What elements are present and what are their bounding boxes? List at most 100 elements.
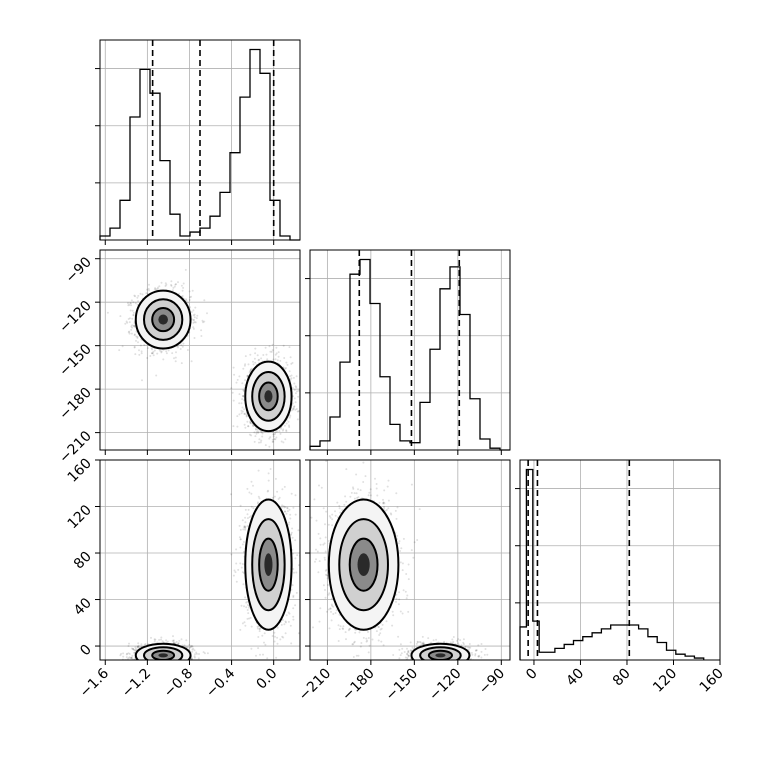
sample-point [131, 326, 134, 329]
sample-point [172, 669, 174, 671]
sample-point [137, 341, 139, 344]
panel-frame [99, 249, 301, 451]
sample-point [154, 287, 157, 290]
sample-point [172, 664, 174, 666]
sample-point [161, 660, 163, 662]
sample-point [258, 627, 261, 630]
sample-point [239, 628, 242, 631]
sample-point [188, 290, 191, 293]
sample-point [161, 664, 163, 666]
sample-point [106, 311, 109, 314]
sample-point [172, 639, 175, 642]
sample-point [232, 399, 235, 402]
sample-point [145, 661, 147, 663]
sample-point [163, 668, 165, 670]
sample-point [135, 335, 138, 338]
sample-point [164, 664, 166, 666]
sample-point [150, 671, 152, 673]
sample-point [171, 663, 173, 665]
density-level [264, 390, 273, 403]
sample-point [292, 408, 294, 411]
sample-point [161, 664, 163, 666]
sample-point [249, 421, 252, 424]
sample-point [166, 666, 168, 668]
sample-point [177, 346, 179, 349]
sample-point [170, 284, 173, 287]
sample-point [122, 652, 125, 655]
sample-point [257, 431, 260, 434]
panel-frame [309, 249, 511, 451]
sample-point [166, 640, 169, 643]
sample-point [294, 408, 297, 411]
sample-point [156, 662, 158, 664]
sample-point [159, 670, 161, 672]
sample-point [128, 656, 131, 659]
sample-point [180, 284, 183, 287]
sample-point [133, 651, 136, 654]
sample-point [277, 351, 280, 354]
sample-point [167, 663, 169, 665]
sample-point [150, 663, 152, 665]
x-tick-label: 0.0 [253, 666, 280, 693]
sample-point [266, 358, 269, 361]
sample-point [190, 661, 192, 663]
y-tick-label: −90 [63, 254, 95, 286]
sample-point [186, 663, 188, 665]
sample-point [174, 663, 176, 665]
sample-point [165, 283, 168, 286]
sample-point [164, 666, 166, 668]
sample-point [163, 662, 165, 664]
sample-point [185, 298, 187, 301]
sample-point [177, 642, 180, 645]
sample-point [131, 654, 134, 657]
sample-point [152, 661, 154, 663]
density-contour [258, 381, 279, 412]
sample-point [132, 647, 135, 650]
sample-point [271, 440, 274, 443]
sample-point [246, 375, 249, 378]
sample-point [183, 663, 185, 665]
sample-point [192, 309, 195, 312]
sample-point [259, 441, 262, 444]
sample-point [149, 663, 151, 665]
sample-point [121, 345, 124, 348]
sample-point [161, 640, 164, 643]
sample-point [159, 661, 161, 663]
sample-point [124, 322, 127, 325]
sample-point [254, 352, 257, 355]
y-tick-label: −120 [56, 298, 95, 337]
sample-point [171, 662, 173, 664]
sample-point [158, 660, 160, 662]
sample-point [193, 313, 196, 316]
sample-point [272, 435, 275, 438]
sample-point [164, 660, 166, 662]
sample-point [289, 375, 292, 378]
sample-point [120, 652, 123, 655]
sample-point [177, 665, 179, 667]
sample-point [164, 661, 166, 663]
sample-point [129, 302, 132, 305]
sample-point [236, 415, 239, 418]
sample-point [130, 332, 133, 335]
sample-point [139, 344, 142, 347]
sample-point [182, 661, 184, 663]
sample-point [160, 662, 162, 664]
sample-point [167, 661, 169, 663]
sample-point [180, 660, 182, 662]
sample-point [285, 367, 287, 369]
sample-point [167, 668, 169, 670]
sample-point [186, 662, 188, 664]
sample-point [154, 662, 156, 664]
sample-point [143, 661, 145, 663]
sample-point [261, 435, 264, 438]
sample-point [130, 657, 133, 660]
sample-point [261, 432, 264, 435]
sample-point [136, 335, 139, 338]
sample-point [275, 346, 278, 349]
sample-point [130, 656, 133, 659]
sample-point [195, 317, 198, 320]
density-level [158, 314, 168, 325]
sample-point [250, 434, 253, 437]
sample-point [206, 652, 209, 655]
